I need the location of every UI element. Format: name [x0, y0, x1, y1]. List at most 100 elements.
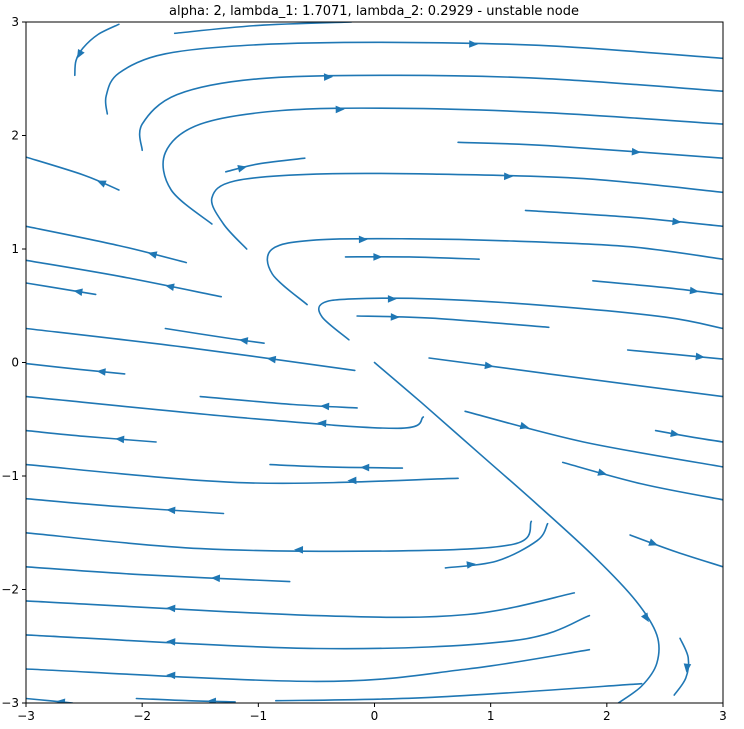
- streamline: [26, 520, 533, 553]
- flow-arrow: [631, 147, 641, 156]
- y-tick-label: 0: [11, 356, 19, 370]
- streamline: [561, 461, 723, 501]
- flow-arrow: [323, 73, 333, 81]
- flow-arrow: [503, 172, 514, 181]
- streamline: [26, 282, 97, 296]
- flow-arrow: [210, 574, 221, 583]
- flow-arrow: [165, 283, 175, 292]
- streamline: [164, 327, 265, 344]
- flow-arrow: [335, 105, 345, 114]
- flow-arrow: [390, 313, 400, 321]
- flow-arrow: [373, 253, 383, 261]
- flow-arrow: [73, 288, 83, 296]
- flow-arrow: [360, 463, 370, 472]
- flow-arrow: [96, 180, 107, 188]
- flow-arrow: [466, 561, 476, 569]
- flow-arrow: [147, 251, 158, 259]
- streamline: [138, 74, 723, 152]
- streamlines-group: [26, 22, 723, 703]
- streamline: [26, 697, 74, 703]
- streamline: [654, 429, 723, 443]
- flow-arrow: [695, 352, 705, 361]
- flow-arrow: [320, 402, 330, 411]
- streamline: [26, 592, 576, 619]
- flow-arrow: [166, 671, 176, 680]
- streamline: [26, 566, 291, 583]
- streamline: [26, 362, 126, 375]
- flow-arrow: [166, 638, 176, 646]
- streamline: [373, 361, 660, 703]
- streamline: [26, 463, 459, 485]
- streamline: [173, 22, 353, 35]
- streamline: [626, 349, 723, 360]
- streamline: [26, 614, 591, 650]
- flow-arrow: [683, 663, 692, 673]
- flow-arrow: [166, 506, 176, 515]
- flow-arrow: [358, 235, 368, 244]
- x-tick-label: 3: [719, 709, 727, 723]
- flow-arrow: [206, 697, 216, 703]
- streamline: [356, 315, 550, 329]
- flow-arrow: [294, 546, 304, 554]
- streamline: [457, 141, 723, 159]
- streamline: [344, 255, 480, 260]
- flow-arrow: [237, 165, 247, 173]
- flow-arrow: [317, 419, 327, 428]
- y-tick-label: −2: [1, 583, 19, 597]
- streamline: [444, 522, 549, 569]
- flow-arrow: [519, 421, 530, 430]
- flow-arrow: [115, 435, 125, 444]
- y-axis-ticks: −3 −2 −1 0 1 2 3: [1, 15, 26, 710]
- streamline: [26, 259, 222, 298]
- y-tick-label: 2: [11, 129, 19, 143]
- flow-arrow: [469, 40, 479, 48]
- flow-arrow: [672, 217, 682, 226]
- streamline: [524, 209, 723, 228]
- streamline: [317, 297, 723, 341]
- y-tick-label: −1: [1, 469, 19, 483]
- streamline: [26, 429, 157, 443]
- x-tick-label: −2: [133, 709, 151, 723]
- flow-arrow: [266, 355, 277, 364]
- flow-arrow: [387, 295, 397, 303]
- streamline: [629, 534, 723, 568]
- streamline: [135, 697, 236, 703]
- streamline: [428, 357, 723, 398]
- streamline: [26, 156, 120, 191]
- x-tick-label: −1: [249, 709, 267, 723]
- streamline: [464, 410, 723, 468]
- streamline: [162, 107, 723, 225]
- flow-arrow: [76, 48, 85, 59]
- flow-arrow: [670, 429, 680, 438]
- streamline: [592, 280, 723, 296]
- flow-arrow: [597, 468, 608, 476]
- streamline: [266, 237, 723, 306]
- x-tick-label: 2: [603, 709, 611, 723]
- streamline: [199, 395, 358, 409]
- flow-arrow: [347, 476, 357, 485]
- x-tick-label: 0: [371, 709, 379, 723]
- x-tick-label: −3: [17, 709, 35, 723]
- streamline: [210, 172, 723, 250]
- streamline: [26, 395, 425, 430]
- flow-arrow: [689, 286, 699, 295]
- flow-arrow: [648, 538, 658, 546]
- streamline: [26, 648, 591, 683]
- flow-arrow: [238, 337, 249, 345]
- flow-arrow: [484, 361, 494, 370]
- streamline: [275, 682, 643, 702]
- streamline: [269, 463, 404, 469]
- streamline: [26, 497, 225, 515]
- streamline: [74, 23, 120, 77]
- streamline: [26, 225, 188, 264]
- streamline: [26, 327, 356, 372]
- flow-arrow: [55, 698, 66, 703]
- flow-arrow: [640, 612, 649, 623]
- y-tick-label: 1: [11, 242, 19, 256]
- streamline: [104, 41, 723, 115]
- streamline: [225, 157, 306, 173]
- flow-arrow: [96, 368, 106, 376]
- y-tick-label: 3: [11, 15, 19, 29]
- x-tick-label: 1: [487, 709, 495, 723]
